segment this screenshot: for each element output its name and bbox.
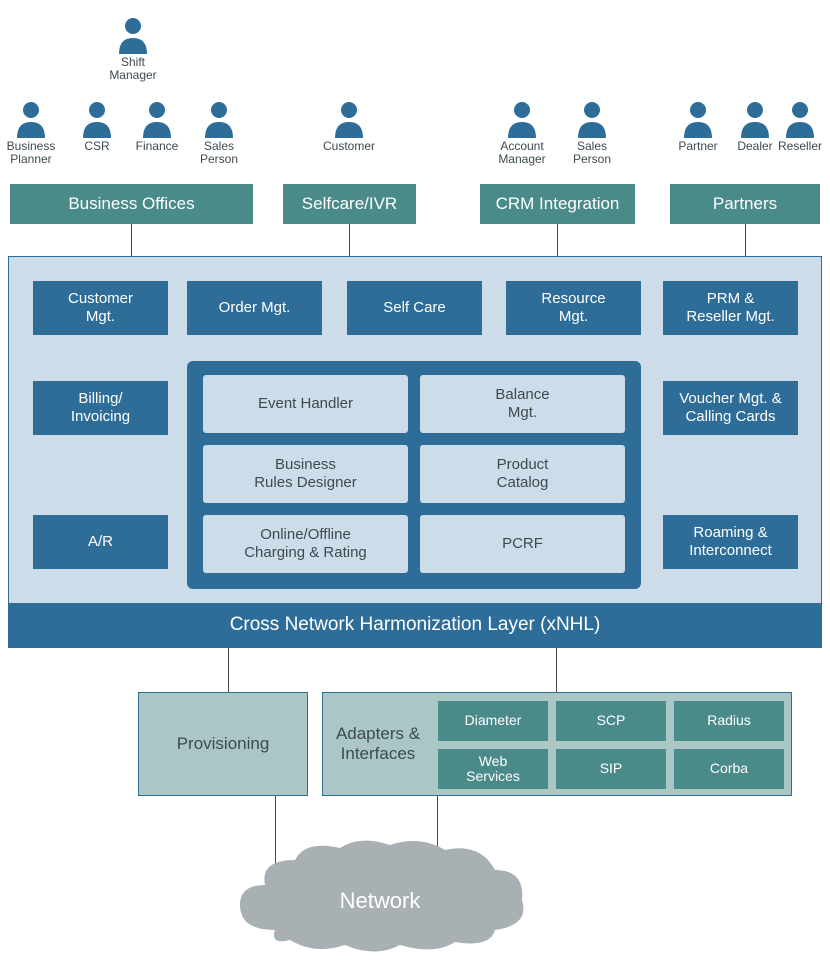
channel-business-offices: Business Offices — [10, 184, 253, 224]
module-voucher: Voucher Mgt. & Calling Cards — [663, 381, 798, 435]
adapters-label: Adapters & Interfaces — [323, 693, 433, 795]
module-order-mgt: Order Mgt. — [187, 281, 322, 335]
connector — [745, 224, 746, 256]
connector — [556, 648, 557, 693]
actor-sales-person-2: Sales Person — [557, 100, 627, 166]
core-pcrf: PCRF — [420, 515, 625, 573]
module-prm-reseller: PRM & Reseller Mgt. — [663, 281, 798, 335]
actor-customer: Customer — [314, 100, 384, 153]
provisioning-box: Provisioning — [138, 692, 308, 796]
actor-label: Dealer — [737, 140, 772, 153]
adapter-radius: Radius — [674, 701, 784, 741]
actor-label: Customer — [323, 140, 375, 153]
actor-business-planner: Business Planner — [0, 100, 66, 166]
channel-partners: Partners — [670, 184, 820, 224]
channel-selfcare-ivr: Selfcare/IVR — [283, 184, 416, 224]
adapter-scp: SCP — [556, 701, 666, 741]
adapter-diameter: Diameter — [438, 701, 548, 741]
actor-label: Account Manager — [498, 140, 545, 166]
actor-shift-manager: Shift Manager — [98, 16, 168, 82]
core-engine-box: Event Handler Balance Mgt. Business Rule… — [187, 361, 641, 589]
module-customer-mgt: Customer Mgt. — [33, 281, 168, 335]
core-charging-rating: Online/Offline Charging & Rating — [203, 515, 408, 573]
core-product-catalog: Product Catalog — [420, 445, 625, 503]
core-balance-mgt: Balance Mgt. — [420, 375, 625, 433]
xnhl-layer: Cross Network Harmonization Layer (xNHL) — [9, 603, 821, 647]
module-ar: A/R — [33, 515, 168, 569]
connector — [131, 224, 132, 256]
main-platform-box: Customer Mgt. Order Mgt. Self Care Resou… — [8, 256, 822, 648]
module-resource-mgt: Resource Mgt. — [506, 281, 641, 335]
connector — [349, 224, 350, 256]
core-event-handler: Event Handler — [203, 375, 408, 433]
module-billing-invoicing: Billing/ Invoicing — [33, 381, 168, 435]
adapters-interfaces-box: Adapters & Interfaces Diameter SCP Radiu… — [322, 692, 792, 796]
actor-label: Reseller — [778, 140, 822, 153]
channel-crm-integration: CRM Integration — [480, 184, 635, 224]
actor-label: CSR — [84, 140, 109, 153]
actor-finance: Finance — [122, 100, 192, 153]
actor-label: Finance — [136, 140, 179, 153]
actor-label: Sales Person — [200, 140, 238, 166]
actor-label: Partner — [678, 140, 717, 153]
actor-label: Shift Manager — [109, 56, 156, 82]
adapter-web-services: Web Services — [438, 749, 548, 789]
connector — [228, 648, 229, 693]
network-label: Network — [220, 888, 540, 914]
module-self-care: Self Care — [347, 281, 482, 335]
adapter-sip: SIP — [556, 749, 666, 789]
connector — [557, 224, 558, 256]
network-cloud: Network — [220, 830, 540, 960]
actor-sales-person-1: Sales Person — [184, 100, 254, 166]
module-roaming: Roaming & Interconnect — [663, 515, 798, 569]
actor-label: Sales Person — [573, 140, 611, 166]
adapter-corba: Corba — [674, 749, 784, 789]
actor-label: Business Planner — [7, 140, 56, 166]
actor-reseller: Reseller — [772, 100, 828, 153]
core-business-rules: Business Rules Designer — [203, 445, 408, 503]
actor-account-manager: Account Manager — [487, 100, 557, 166]
